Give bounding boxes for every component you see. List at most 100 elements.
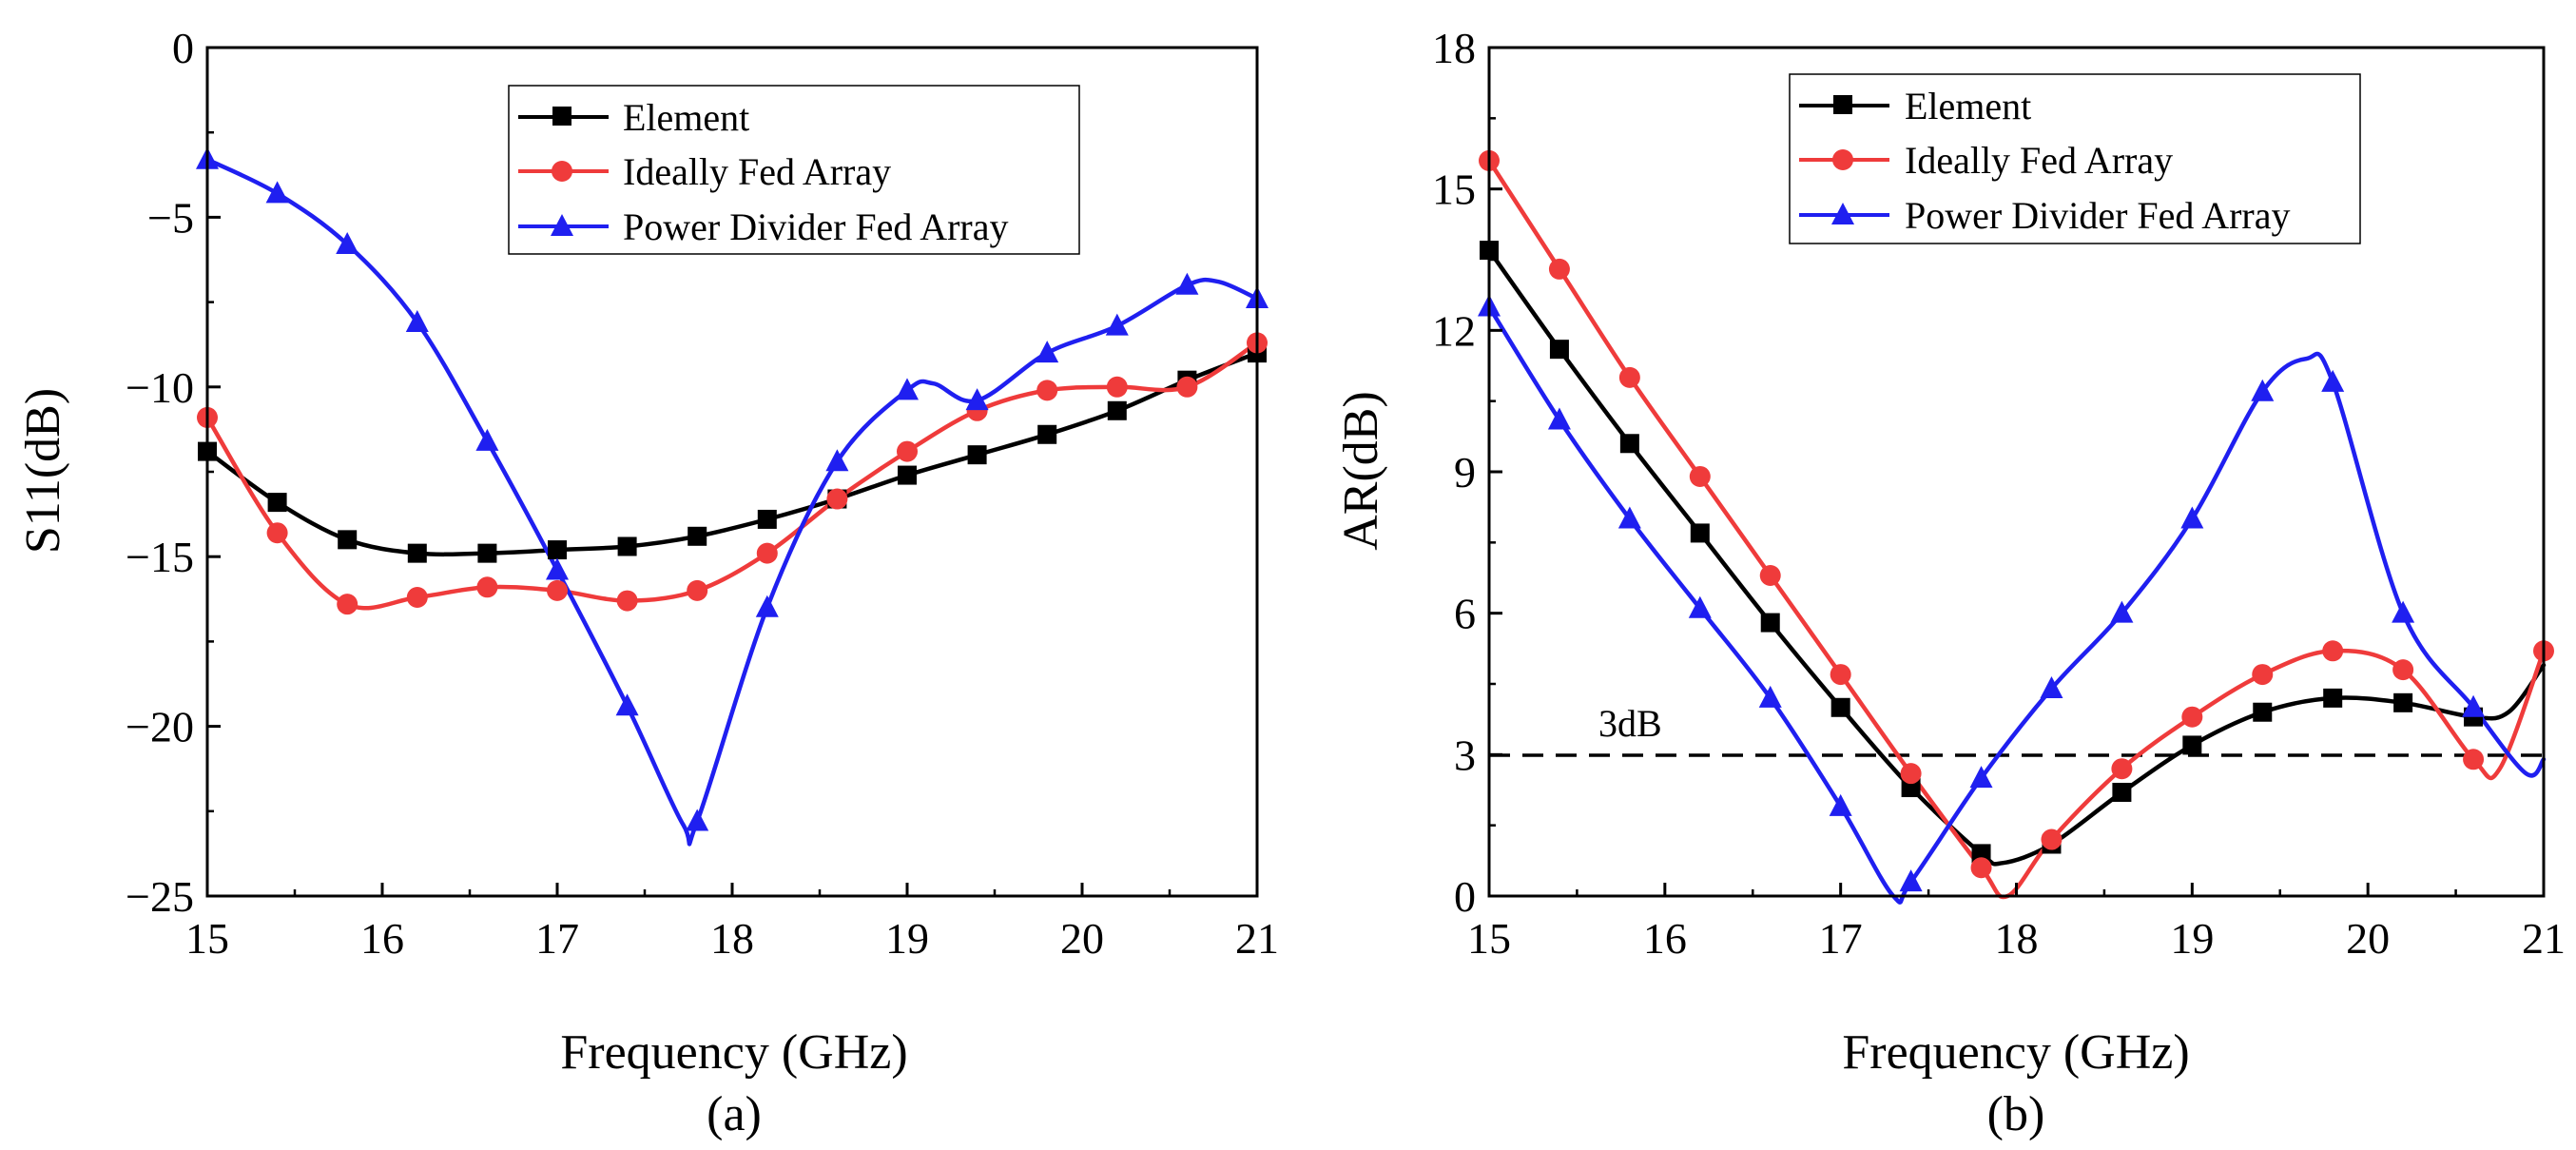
- data-point-triangle: [2110, 600, 2134, 623]
- data-point-circle: [1618, 366, 1640, 388]
- legend-marker-element: [1833, 95, 1852, 114]
- y-tick-label: 6: [1454, 590, 1476, 638]
- x-tick-label: 16: [1643, 914, 1687, 963]
- data-point-triangle: [1899, 869, 1923, 892]
- data-point-square: [2253, 702, 2273, 722]
- legend-label-power-divider: Power Divider Fed Array: [623, 205, 1008, 248]
- data-point-square: [2112, 782, 2132, 802]
- reference-line-label: 3dB: [1598, 702, 1662, 745]
- y-tick-label: −25: [126, 872, 194, 921]
- data-point-triangle: [475, 428, 499, 451]
- data-point-triangle: [2180, 506, 2204, 529]
- data-point-square: [1760, 613, 1780, 633]
- legend-label-element: Element: [623, 96, 749, 139]
- series-line-2: [204, 157, 1260, 847]
- legend-label-element: Element: [1905, 85, 2031, 127]
- legend-entry-ideally-fed: Ideally Fed Array: [1799, 139, 2173, 182]
- data-point-square: [1971, 844, 1991, 864]
- data-point-square: [1619, 434, 1639, 454]
- data-point-square: [2323, 688, 2343, 708]
- marker-layer: [196, 146, 1269, 831]
- x-tick-label: 17: [535, 914, 579, 963]
- data-point-circle: [1970, 857, 1992, 879]
- data-point-circle: [2392, 659, 2414, 681]
- x-tick-label: 15: [185, 914, 229, 963]
- legend-marker-ideally-fed: [552, 161, 572, 182]
- data-point-triangle: [1547, 407, 1571, 430]
- series-layer: [1486, 158, 2547, 905]
- legend-marker-power-divider: [1831, 203, 1854, 224]
- legend-entry-element: Element: [1799, 85, 2031, 127]
- chart-panel-a: 15 16 17 18 19 20 21 0 −5 −10 −15 −20 −25 Frequency …: [16, 24, 1279, 1141]
- y-tick-label: 15: [1432, 166, 1476, 214]
- y-tick-label: 0: [1454, 872, 1476, 921]
- y-tick-label: −20: [126, 703, 194, 751]
- data-point-square: [1037, 424, 1057, 444]
- data-point-triangle: [2462, 694, 2486, 717]
- data-point-square: [338, 530, 358, 550]
- data-point-triangle: [755, 594, 779, 617]
- data-point-triangle: [1175, 272, 1199, 295]
- marker-layer: [1478, 149, 2554, 892]
- panel-caption: (a): [707, 1087, 762, 1141]
- legend-entry-power-divider: Power Divider Fed Array: [1799, 194, 2290, 237]
- data-point-triangle: [336, 231, 359, 254]
- y-tick-label: 9: [1454, 448, 1476, 497]
- data-point-triangle: [1688, 595, 1712, 618]
- data-point-circle: [476, 576, 498, 598]
- data-point-circle: [1106, 376, 1128, 398]
- legend: Element Ideally Fed Array Power Divider …: [508, 85, 1080, 255]
- y-tick-label: 0: [172, 24, 194, 72]
- data-point-triangle: [2040, 675, 2063, 698]
- data-point-triangle: [686, 809, 709, 831]
- data-point-triangle: [2321, 369, 2345, 392]
- data-point-square: [617, 536, 637, 556]
- x-tick-label: 20: [1060, 914, 1104, 963]
- x-tick-label: 20: [2346, 914, 2390, 963]
- data-point-triangle: [2392, 600, 2415, 623]
- data-point-circle: [266, 522, 288, 544]
- series-line-0: [204, 350, 1260, 557]
- data-point-square: [548, 540, 567, 560]
- legend-label-ideally-fed: Ideally Fed Array: [623, 150, 891, 193]
- data-point-circle: [2041, 828, 2063, 850]
- series-layer: [204, 157, 1260, 847]
- y-tick-label: −15: [126, 533, 194, 581]
- x-tick-label: 21: [1235, 914, 1279, 963]
- data-point-circle: [406, 587, 428, 609]
- y-tick-label: −5: [147, 193, 194, 242]
- data-point-square: [898, 465, 917, 485]
- data-point-circle: [2111, 758, 2133, 780]
- x-axis-title: Frequency (GHz): [1842, 1025, 2189, 1080]
- data-point-square: [1549, 340, 1569, 360]
- data-point-triangle: [1969, 766, 1993, 789]
- x-tick-label: 21: [2522, 914, 2566, 963]
- y-tick-label: 18: [1432, 24, 1476, 72]
- legend-marker-ideally-fed: [1832, 149, 1853, 170]
- data-point-triangle: [2251, 379, 2275, 401]
- x-axis-title: Frequency (GHz): [560, 1025, 907, 1080]
- data-point-triangle: [615, 693, 639, 716]
- legend-entry-ideally-fed: Ideally Fed Array: [518, 150, 891, 193]
- data-point-circle: [2252, 664, 2274, 686]
- series-line-0: [1486, 247, 2547, 867]
- data-point-circle: [547, 579, 568, 601]
- series-line-1: [1486, 158, 2547, 900]
- legend-marker-power-divider: [551, 214, 573, 236]
- data-point-circle: [337, 594, 358, 615]
- series-line-1: [204, 341, 1260, 611]
- data-point-triangle: [405, 310, 429, 333]
- data-point-triangle: [1105, 313, 1129, 336]
- data-point-circle: [1830, 664, 1851, 686]
- y-tick-label: 12: [1432, 306, 1476, 355]
- legend-entry-power-divider: Power Divider Fed Array: [518, 205, 1008, 248]
- panel-caption: (b): [1987, 1087, 2045, 1141]
- tick-layer: 15 16 17 18 19 20 21 0 3 6 9 12 15 18: [1432, 24, 2566, 963]
- x-tick-label: 17: [1819, 914, 1863, 963]
- data-point-triangle: [1829, 793, 1852, 816]
- legend-label-power-divider: Power Divider Fed Array: [1905, 194, 2290, 237]
- data-point-square: [267, 493, 287, 513]
- data-point-circle: [1036, 380, 1058, 401]
- x-tick-label: 18: [710, 914, 754, 963]
